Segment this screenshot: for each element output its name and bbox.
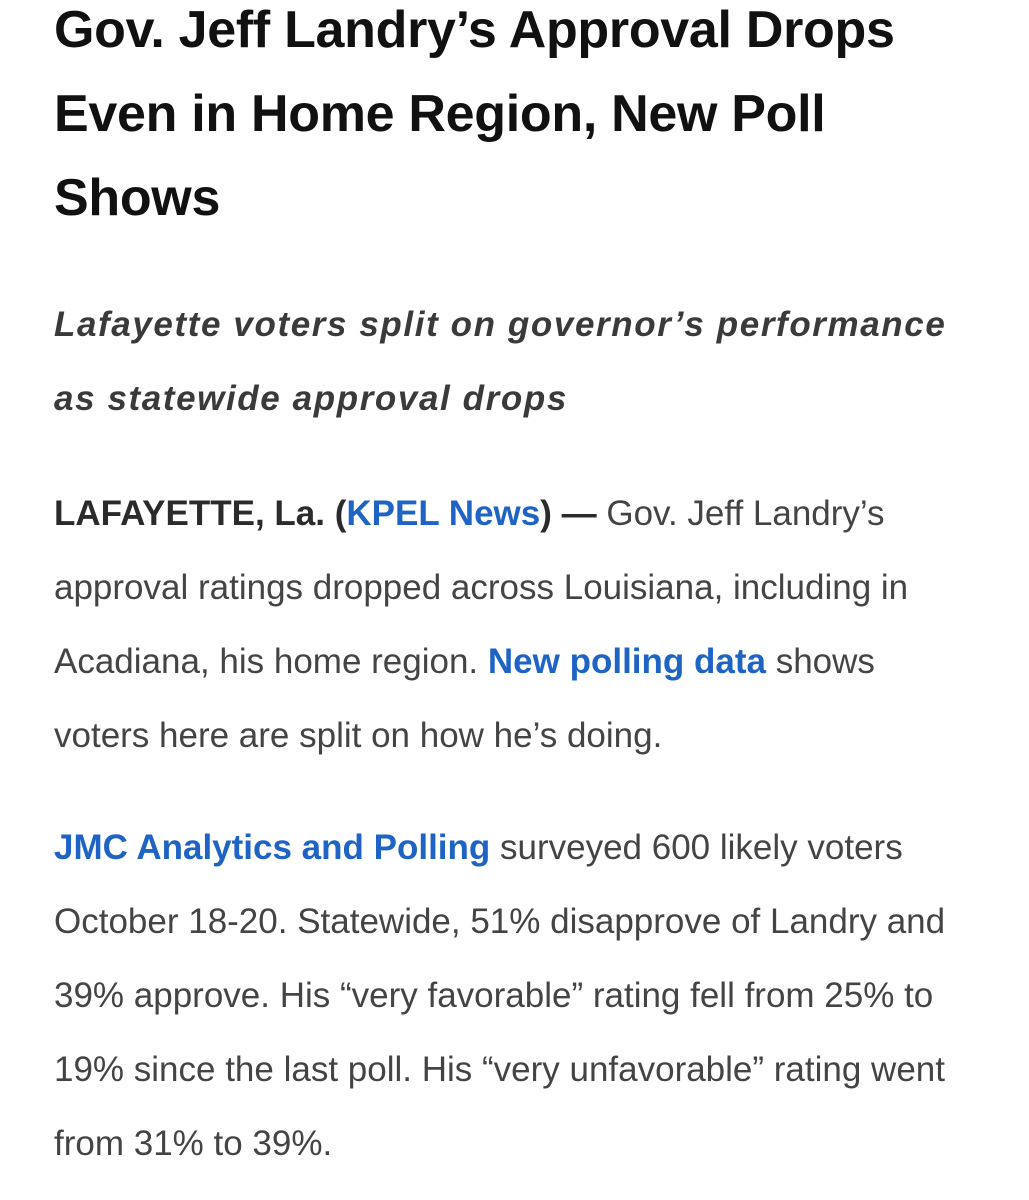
dateline: LAFAYETTE, La. (: [54, 494, 347, 533]
article-subheadline: Lafayette voters split on governor’s per…: [54, 305, 947, 418]
dateline-close: ) —: [540, 494, 597, 533]
article-headline: Gov. Jeff Landry’s Approval Drops Even i…: [54, 1, 895, 227]
paragraph-2-text: surveyed 600 likely voters October 18-20…: [54, 828, 946, 1163]
jmc-analytics-link[interactable]: JMC Analytics and Polling: [54, 828, 491, 867]
paragraph-1-text-b: shows voters here are split on how he’s …: [54, 642, 875, 755]
article-paragraph-1: LAFAYETTE, La. (KPEL News) — Gov. Jeff L…: [54, 477, 974, 773]
paragraph-1-text-a: Gov. Jeff Landry’s approval ratings drop…: [54, 494, 909, 681]
new-polling-data-link[interactable]: New polling data: [487, 642, 766, 681]
kpel-news-link[interactable]: KPEL News: [346, 494, 541, 533]
article-paragraph-2: JMC Analytics and Polling surveyed 600 l…: [54, 811, 974, 1181]
